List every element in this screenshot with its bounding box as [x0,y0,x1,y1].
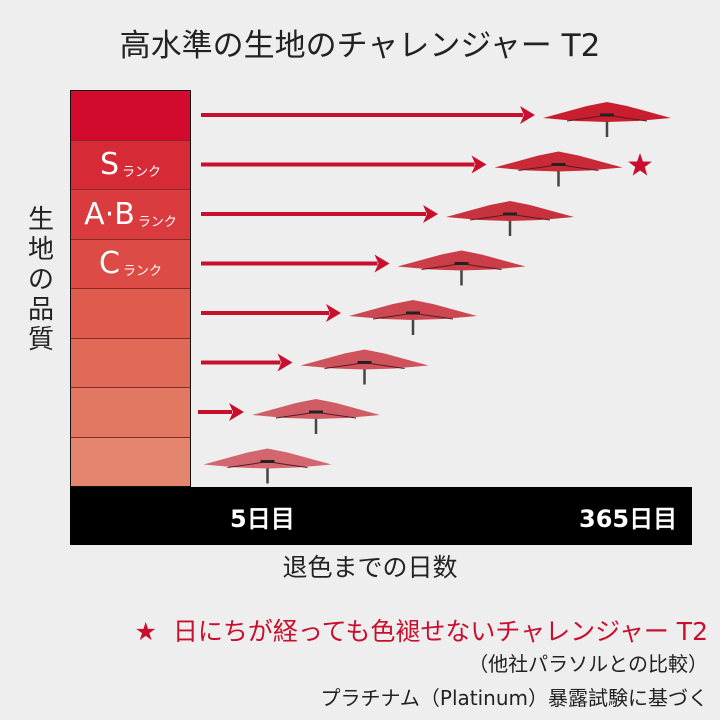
rank-letter: A·B [84,196,135,232]
rank-suffix: ランク [122,264,162,280]
rank-row [71,437,190,486]
rank-row-c: C ランク [71,239,190,289]
arrow-head-icon [520,106,535,124]
umbrella-icon [494,151,623,187]
note-text: 日にちが経っても色褪せないチャレンジャー T2 [172,617,708,646]
x-tick-start: 5日目 [230,505,295,533]
highlight-note: ★ 日にちが経っても色褪せないチャレンジャー T2 [134,612,708,648]
star-icon: ★ [134,617,157,646]
y-axis-label: 生地の品質 [27,205,54,355]
umbrella-icon [446,201,574,236]
comparison-note: （他社パラソルとの比較） [468,652,708,676]
x-axis-label: 退色までの日数 [282,553,458,582]
rank-letter: C [99,246,120,282]
arrow-head-icon [423,205,438,223]
umbrella-icon [300,349,429,385]
umbrella-icon [543,102,671,137]
page-title: 高水準の生地のチャレンジャー T2 [119,28,601,64]
rank-row [71,338,190,388]
rank-letter: S [99,147,120,183]
umbrella-icon [349,300,477,335]
rank-row [71,289,190,339]
arrow-head-icon [326,304,341,322]
rank-suffix: ランク [122,165,162,181]
arrow-head-icon [471,155,487,174]
arrow-head-icon [229,403,244,421]
arrow-head-icon [277,353,293,372]
rank-row [71,388,190,438]
x-tick-end: 365日目 [579,505,678,533]
x-axis-bar: 5日目 365日目 [70,487,692,545]
umbrella-icon [203,448,332,484]
rank-row-s: S ランク [71,140,190,190]
umbrella-icon [252,399,380,434]
rank-row-ab: A·B ランク [71,190,190,240]
umbrella-icon [397,250,526,286]
test-basis-note: プラチナム（Platinum）暴露試験に基づく [320,686,708,710]
star-icon [628,153,652,176]
rank-suffix: ランク [137,214,177,230]
arrow-head-icon [374,254,390,273]
quality-rank-scale: S ランク A·B ランク C ランク [70,90,191,487]
rank-row [71,91,190,141]
